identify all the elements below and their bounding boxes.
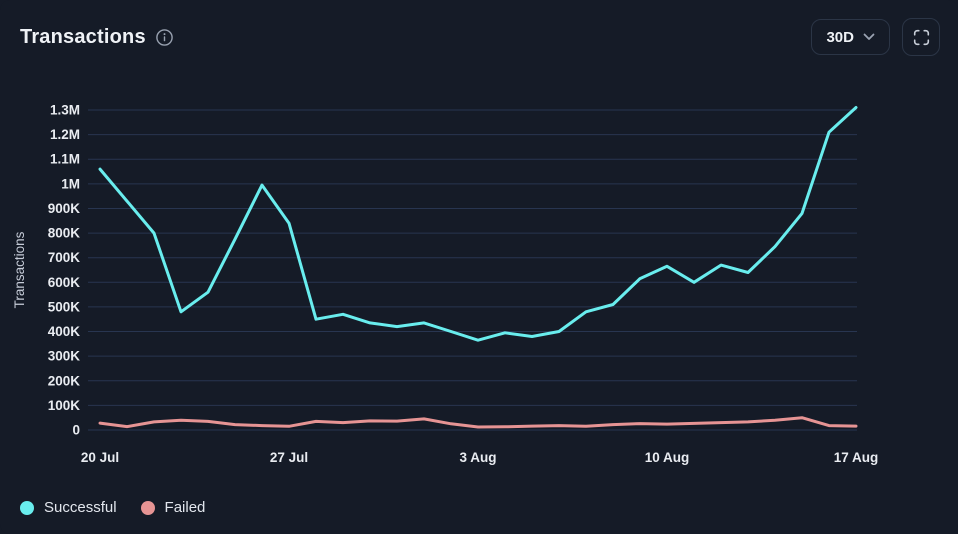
y-axis-tick: 500K (48, 299, 81, 314)
y-axis-tick: 1M (61, 176, 80, 191)
series-line-failed (98, 416, 858, 429)
chart-legend: Successful Failed (20, 499, 205, 516)
info-button[interactable] (155, 28, 174, 47)
y-axis-tick: 600K (48, 275, 81, 290)
y-axis-tick: 100K (48, 398, 81, 413)
y-axis-tick: 0 (72, 423, 80, 438)
fullscreen-button[interactable] (902, 18, 940, 56)
legend-dot-failed (140, 500, 155, 515)
card-header: Transactions 30D (0, 0, 958, 58)
y-axis-tick: 1.3M (50, 103, 80, 118)
fullscreen-icon (913, 29, 929, 45)
y-axis-tick: 700K (48, 250, 81, 265)
y-axis-tick: 300K (48, 349, 81, 364)
x-axis-tick: 17 Aug (834, 450, 879, 465)
y-axis-tick: 400K (48, 324, 81, 339)
x-axis-tick: 20 Jul (81, 450, 119, 465)
x-axis-tick: 3 Aug (460, 450, 497, 465)
series-line-successful (98, 106, 858, 342)
legend-item-failed[interactable]: Failed (140, 499, 206, 516)
y-axis-tick: 1.1M (50, 152, 80, 167)
y-axis-title: Transactions (12, 231, 27, 308)
range-selector-value: 30D (826, 28, 854, 46)
legend-label-failed: Failed (164, 499, 206, 516)
y-axis-tick: 900K (48, 201, 81, 216)
y-axis-tick: 800K (48, 226, 81, 241)
legend-label-successful: Successful (44, 499, 117, 516)
x-axis-tick: 10 Aug (645, 450, 690, 465)
chevron-down-icon (863, 33, 875, 40)
x-axis-tick: 27 Jul (270, 450, 308, 465)
page-title: Transactions (20, 25, 146, 48)
y-axis-tick: 1.2M (50, 127, 80, 142)
range-selector-dropdown[interactable]: 30D (811, 19, 890, 55)
legend-dot-successful (20, 500, 34, 515)
info-icon (155, 28, 173, 46)
legend-item-successful[interactable]: Successful (20, 499, 117, 516)
y-axis-tick: 200K (48, 373, 81, 388)
